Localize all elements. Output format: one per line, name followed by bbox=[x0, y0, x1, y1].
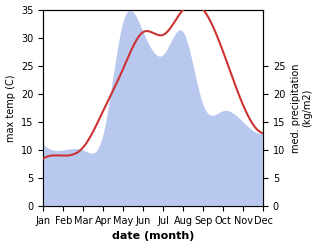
Y-axis label: max temp (C): max temp (C) bbox=[5, 74, 16, 142]
Y-axis label: med. precipitation
(kg/m2): med. precipitation (kg/m2) bbox=[291, 63, 313, 153]
X-axis label: date (month): date (month) bbox=[112, 231, 194, 242]
